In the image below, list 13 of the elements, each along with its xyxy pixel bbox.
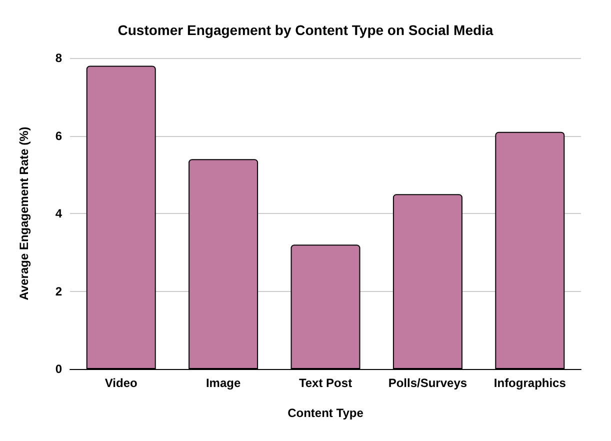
- y-tick-label: 6: [55, 128, 62, 143]
- x-tick-label: Text Post: [298, 376, 352, 390]
- chart-title: Customer Engagement by Content Type on Social Media: [118, 22, 494, 38]
- y-tick-label: 2: [55, 284, 62, 298]
- x-tick-label: Infographics: [494, 376, 566, 390]
- x-axis-title: Content Type: [288, 406, 364, 420]
- y-tick-label: 4: [55, 206, 62, 220]
- x-tick-label: Polls/Surveys: [388, 376, 468, 390]
- y-tick-label: 8: [55, 51, 62, 65]
- x-tick-label: Video: [104, 376, 138, 390]
- y-axis-title: Average Engagement Rate (%): [17, 126, 31, 300]
- x-tick-label: Image: [206, 376, 241, 390]
- y-tick-label: 0: [55, 362, 62, 376]
